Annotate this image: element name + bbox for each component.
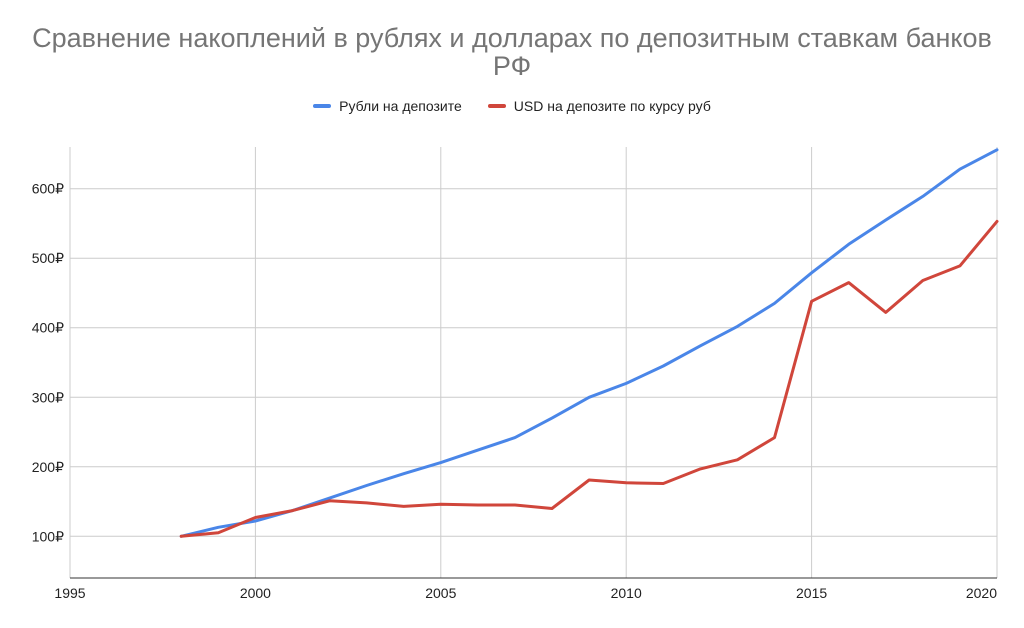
y-tick-label-100: 100₽: [32, 528, 64, 544]
x-tick-label-2020: 2020: [966, 585, 997, 601]
legend-item-usd[interactable]: USD на депозите по курсу руб: [487, 98, 711, 114]
legend-label-rub: Рубли на депозите: [339, 98, 462, 114]
legend-item-rub[interactable]: Рубли на депозите: [313, 98, 462, 114]
y-tick-label-200: 200₽: [32, 459, 64, 475]
y-tick-label-300: 300₽: [32, 389, 64, 405]
legend-label-usd: USD на депозите по курсу руб: [513, 98, 711, 114]
y-tick-label-500: 500₽: [32, 250, 64, 266]
series-line-1[interactable]: [179, 219, 999, 538]
legend: Рубли на депозите USD на депозите по кур…: [0, 98, 1024, 114]
x-tick-label-1995: 1995: [54, 585, 85, 601]
x-tick-label-2000: 2000: [240, 585, 271, 601]
y-tick-label-600: 600₽: [32, 181, 64, 197]
chart-title: Сравнение накоплений в рублях и долларах…: [32, 23, 992, 81]
legend-swatch-usd: [487, 104, 506, 108]
series-line-0[interactable]: [179, 148, 999, 538]
x-tick-label-2005: 2005: [425, 585, 456, 601]
y-tick-label-400: 400₽: [32, 320, 64, 336]
x-tick-label-2010: 2010: [611, 585, 642, 601]
x-tick-label-2015: 2015: [796, 585, 827, 601]
legend-swatch-rub: [313, 104, 332, 108]
